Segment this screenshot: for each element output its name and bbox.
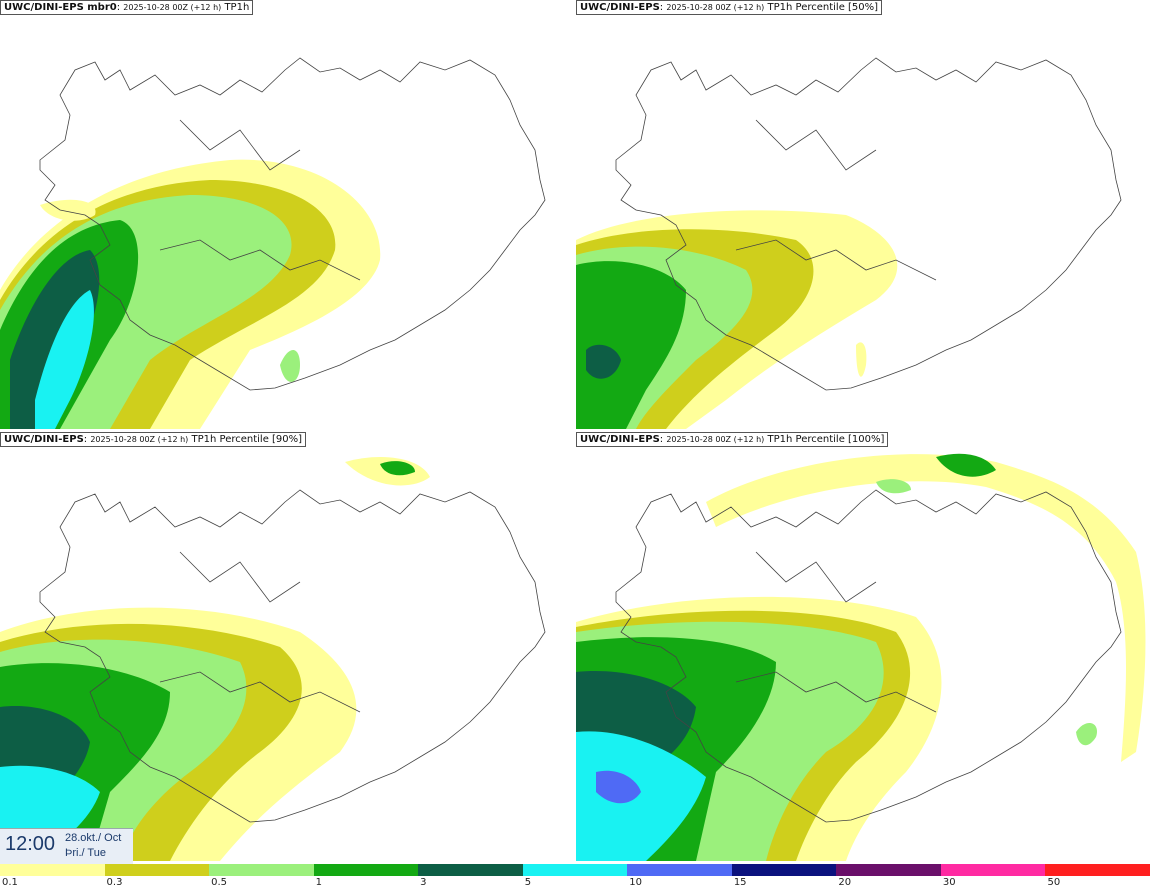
panel-title: UWC/DINI-EPS: 2025-10-28 00Z (+12 h) TP1…: [0, 432, 307, 447]
legend-tick-label: 3: [420, 877, 427, 888]
valid-hour: 12:00: [5, 833, 56, 855]
map-panel-p50: UWC/DINI-EPS: 2025-10-28 00Z (+12 h) TP1…: [576, 0, 1150, 429]
legend-ticks: 0.1 0.3 0.5 1 3 5 10 15 20 30 50: [0, 877, 1150, 891]
map-panel-mbr0: UWC/DINI-EPS mbr0: 2025-10-28 00Z (+12 h…: [0, 0, 574, 429]
legend-tick-label: 20: [838, 877, 852, 888]
legend-tick-label: 50: [1047, 877, 1061, 888]
precip-map: [0, 457, 546, 861]
valid-date: 28.okt./ Oct: [65, 832, 122, 844]
coastline: [615, 57, 1122, 391]
legend-swatch: [731, 864, 837, 876]
legend-tick-label: 0.1: [2, 877, 18, 888]
legend-swatch: [836, 864, 941, 876]
legend-swatch: [104, 864, 210, 876]
precip-map: [576, 453, 1146, 861]
legend-swatch: [940, 864, 1046, 876]
legend-swatch: [627, 864, 732, 876]
map-panel-p90: UWC/DINI-EPS: 2025-10-28 00Z (+12 h) TP1…: [0, 432, 574, 861]
legend-tick-label: 5: [524, 877, 532, 888]
legend-tick-label: 15: [733, 877, 747, 888]
legend-tick-label: 30: [942, 877, 956, 888]
legend-tick-label: 10: [629, 877, 642, 888]
legend-colorbar: [0, 864, 1150, 876]
legend-swatch: [209, 864, 314, 876]
valid-day: Þri./ Tue: [65, 847, 106, 859]
precip-map: [576, 57, 1122, 429]
legend-swatch: [1045, 864, 1150, 876]
legend-tick-label: 0.5: [211, 877, 227, 888]
precip-map: [0, 57, 546, 429]
panel-title: UWC/DINI-EPS: 2025-10-28 00Z (+12 h) TP1…: [576, 432, 889, 447]
precip-field: [0, 457, 430, 861]
coastline: [39, 57, 546, 391]
coastline: [615, 489, 1122, 823]
panel-title: UWC/DINI-EPS mbr0: 2025-10-28 00Z (+12 h…: [0, 0, 254, 15]
legend-swatch: [313, 864, 419, 876]
legend-tick-label: 1: [315, 877, 322, 888]
legend-tick-label: 0.3: [106, 877, 123, 888]
precip-field: [576, 210, 898, 429]
panel-title: UWC/DINI-EPS: 2025-10-28 00Z (+12 h) TP1…: [576, 0, 883, 15]
legend-swatch: [0, 864, 105, 876]
coastline: [39, 489, 546, 823]
precip-field: [0, 159, 381, 429]
map-panel-p100: UWC/DINI-EPS: 2025-10-28 00Z (+12 h) TP1…: [576, 432, 1150, 861]
precip-field: [576, 453, 1146, 861]
legend-swatch: [522, 864, 628, 876]
valid-time-box: 12:00 28.okt./ Oct Þri./ Tue: [0, 828, 133, 864]
legend-swatch: [418, 864, 523, 876]
